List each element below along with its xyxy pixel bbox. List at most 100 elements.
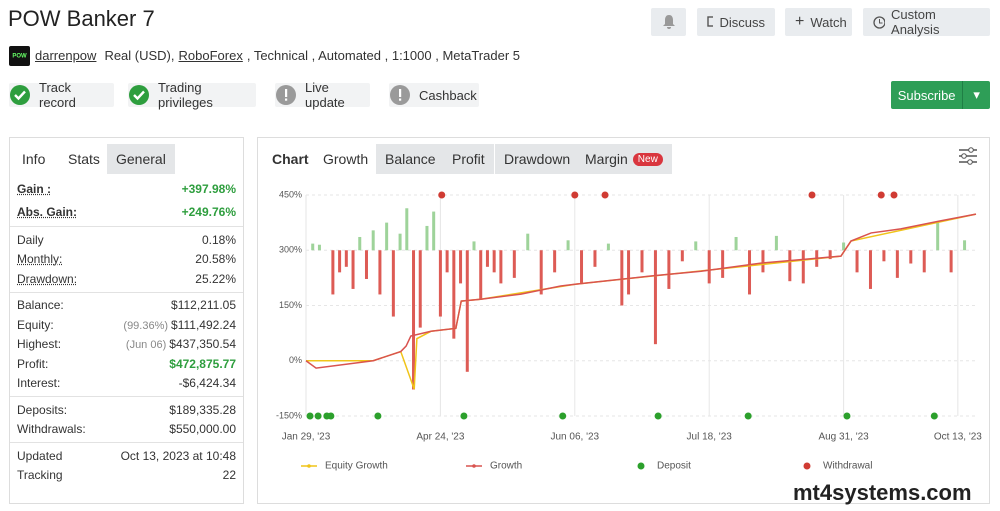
bar	[828, 250, 832, 260]
stat-row: Drawdown: 25.22%	[10, 269, 243, 289]
stat-value-wrap: $189,335.28	[169, 403, 236, 417]
title: POW Banker 7	[8, 6, 155, 31]
settings-icon[interactable]	[957, 146, 979, 166]
stat-value-wrap: $112,211.05	[171, 298, 236, 312]
bar	[539, 250, 543, 295]
stat-value-wrap: $472,875.77	[169, 357, 236, 371]
stat-group: Balance: $112,211.05 Equity: (99.36%) $111,4…	[10, 293, 243, 397]
bar	[882, 250, 886, 262]
bar	[378, 250, 382, 295]
point	[654, 412, 662, 420]
stat-label: Abs. Gain:	[17, 204, 78, 219]
tab[interactable]: Stats	[68, 151, 100, 167]
bar	[459, 250, 463, 284]
chart-panel: Chart Growth Balance Profit Drawdown Margin Ne…	[257, 137, 990, 504]
y-tick-label: 150%	[279, 300, 302, 310]
button-label: Watch	[810, 14, 847, 30]
user-link[interactable]: darrenpow	[35, 48, 97, 63]
tab[interactable]: General	[107, 144, 175, 174]
stat-row: Withdrawals: $550,000.00	[10, 420, 243, 440]
tab[interactable]: Growth	[323, 151, 369, 167]
legend-dot	[472, 464, 476, 468]
stat-value-wrap: Oct 13, 2023 at 10:48	[121, 449, 236, 463]
y-tick-label: 0%	[289, 355, 302, 365]
bar	[317, 244, 321, 251]
stat-label: Daily	[17, 232, 44, 247]
bar	[761, 250, 765, 273]
badge: Trading privileges	[128, 80, 256, 110]
bar	[499, 250, 503, 284]
bar	[385, 222, 389, 251]
stat-label: Updated	[17, 448, 63, 463]
tab[interactable]: Profit	[443, 144, 494, 174]
stat-row: Equity: (99.36%) $111,492.24	[10, 315, 243, 335]
stat-group: Gain : +397.98% Abs. Gain: +249.76%	[10, 174, 243, 227]
stat-value-wrap: +397.98%	[182, 182, 236, 196]
bar	[627, 250, 631, 295]
badge: Live update	[275, 80, 370, 110]
stat-row: Updated Oct 13, 2023 at 10:48	[10, 446, 243, 466]
account-line: darrenpow Real (USD), RoboForex , Techni…	[35, 48, 520, 63]
x-tick-label: Jul 18, '23	[687, 432, 733, 443]
x-tick-label: Oct 13, '23	[934, 432, 982, 443]
bar	[653, 250, 657, 345]
bar	[432, 211, 436, 251]
x-tick-label: Apr 24, '23	[416, 432, 464, 443]
bar	[338, 250, 342, 273]
legend-label: Growth	[490, 461, 522, 472]
point	[890, 191, 898, 199]
bar	[492, 250, 496, 273]
badge-label: Trading privileges	[158, 80, 213, 110]
point	[744, 412, 752, 420]
new-badge: New	[632, 152, 663, 166]
stat-value: -$6,424.34	[178, 376, 236, 391]
point	[374, 412, 382, 420]
stat-value-wrap: $550,000.00	[169, 422, 236, 436]
point	[843, 412, 851, 420]
bar	[680, 250, 684, 262]
point	[438, 191, 446, 199]
bar	[553, 250, 557, 273]
bar	[949, 250, 953, 273]
y-tick-label: 450%	[279, 189, 302, 199]
bar	[465, 250, 469, 372]
subscribe-button[interactable]: Subscribe ▾	[891, 81, 990, 109]
tab[interactable]: Chart	[272, 151, 309, 167]
stat-value: 20.58%	[195, 252, 236, 267]
x-tick-label: Jun 06, '23	[550, 432, 599, 443]
point	[460, 412, 468, 420]
stat-value: $189,335.28	[169, 402, 236, 417]
stat-group: Deposits: $189,335.28 Withdrawals: $550,000…	[10, 397, 243, 443]
stat-value: 25.22%	[195, 271, 236, 286]
legend-dot	[637, 462, 645, 470]
bar	[418, 250, 422, 328]
stat-row: Interest: -$6,424.34	[10, 374, 243, 394]
bar	[936, 222, 940, 251]
bar	[640, 250, 644, 273]
tab[interactable]: Balance	[376, 144, 445, 174]
custom-analysis-button[interactable]: Custom Analysis	[863, 7, 990, 37]
bar	[472, 241, 476, 251]
subscribe-label: Subscribe	[897, 87, 956, 103]
bar	[842, 242, 846, 251]
y-tick-label: 300%	[279, 245, 302, 255]
bar	[479, 250, 483, 300]
tab[interactable]: Margin New	[576, 144, 672, 174]
broker-link[interactable]: RoboForex	[178, 48, 243, 63]
stat-value-wrap: 20.58%	[195, 252, 236, 266]
discuss-button[interactable]: Discuss	[697, 8, 775, 36]
stat-value-wrap: 22	[223, 468, 236, 482]
point	[571, 191, 579, 199]
bar	[405, 208, 409, 251]
bar	[512, 250, 516, 278]
tab[interactable]: Info	[22, 151, 46, 167]
notify-button[interactable]	[651, 8, 686, 36]
badge-label: Track record	[39, 80, 76, 110]
bar	[620, 250, 624, 306]
bar	[606, 243, 610, 251]
stat-row: Abs. Gain: +249.76%	[10, 200, 243, 223]
legend-label: Equity Growth	[325, 461, 388, 472]
bar	[445, 250, 449, 273]
tab[interactable]: Drawdown	[495, 144, 580, 174]
watch-button[interactable]: + Watch	[785, 8, 852, 36]
